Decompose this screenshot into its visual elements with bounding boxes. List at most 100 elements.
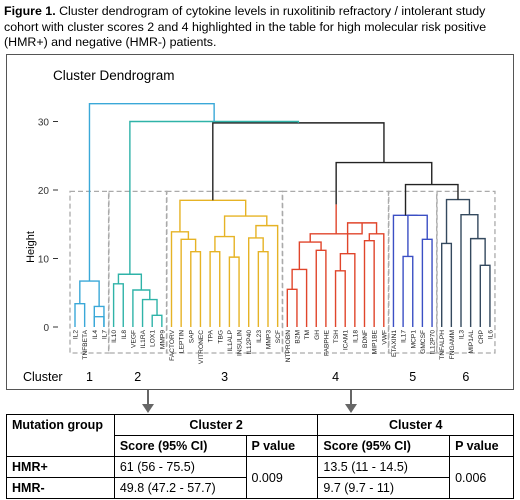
leaf-label: VITRONEC [198,330,205,364]
leaf-label: TNFBETA [82,329,89,359]
leaf-label: IL1RA [140,329,147,348]
dendrogram-link [180,238,197,327]
cluster-number: 1 [86,370,93,384]
dendrogram-link [117,273,143,291]
dendrogram-link [291,268,308,327]
leaf-label: IL17 [401,330,408,343]
arrows [142,390,357,413]
figure-label: Figure 1. [4,4,56,18]
leaf-label: GH [314,330,321,340]
caption-text: Cluster dendrogram of cytokine levels in… [4,4,487,49]
c4-score-header: Score (95% CI) [317,435,451,457]
leaf-label: FACTORV [169,329,176,361]
dendrogram-link [132,289,151,327]
leaf-label: IL23 [256,330,263,343]
cluster4-header: Cluster 4 [317,414,514,436]
leaf-label: IL6 [487,330,494,339]
dendrogram-link [445,198,471,244]
leaf-label: IL18 [352,330,359,343]
c4-score-hmr-pos: 13.5 (11 - 14.5) [317,456,451,478]
cluster-box-6 [436,190,496,354]
dendrogram-link [79,280,100,307]
dendrogram-link [257,250,269,327]
dendrogram-link [402,255,414,327]
leaf-label: VWF [381,330,388,345]
leaf-label: MCP1 [410,330,417,349]
leaf-label: MMP9 [159,330,166,349]
cluster-number: 4 [332,370,339,384]
c4-p-header: P value [449,435,514,457]
leaf-label: VEGF [130,330,137,348]
y-tick-label: 30 [38,118,50,129]
leaf-label: B2M [294,330,301,344]
cluster-number: 5 [409,370,416,384]
group-hmr-neg: HMR- [6,477,115,499]
cluster-box-3 [165,190,284,354]
dendrogram-link [190,250,202,327]
y-tick-label: 0 [43,323,49,334]
cluster-number: 2 [134,370,141,384]
y-axis-label: Height [25,231,37,263]
leaf-label: MIP1BE [372,329,379,354]
leaf-label: CRP [478,329,485,344]
leaf-label: TBG [217,330,224,344]
dendrogram-link [368,233,385,327]
dendrogram-link [255,224,279,327]
leaf-label: IL2 [73,330,80,339]
dendrogram-panel: Cluster Dendrogram Height 0 10 20 30 IL2 TNF… [6,54,514,407]
arrow-2-head [142,404,154,413]
dendrogram-link [298,241,322,270]
dendrogram-link [74,303,86,327]
c4-p-value: 0.006 [449,456,514,499]
leaf-label: BDNF [362,330,369,348]
leaf-label: MIP1AL [468,330,475,354]
dendrogram-link [228,256,240,327]
leaf-label: FNGAMM [449,330,456,359]
leaf-label: IL10 [111,330,118,343]
cluster-number: 6 [462,370,469,384]
dendrogram-link [93,316,105,327]
leaf-label: FABPHE [323,329,330,356]
leaf-label: TM [304,330,311,340]
leaf-label: TSH [333,330,340,343]
leaf-label: GMCSF [420,330,427,354]
c2-p-header: P value [245,435,319,457]
table-row: HMR+ 61 (56 - 75.5) 0.009 13.5 (11 - 14.… [6,456,514,499]
c2-p-value: 0.009 [245,456,319,499]
dendrogram-link [170,231,190,327]
cluster-box-2 [107,190,168,354]
leaf-label: IL8 [121,330,128,339]
leaf-label: IL3 [459,330,466,339]
leaf-label: ICAM1 [343,330,350,350]
dendrogram-link [214,235,235,258]
figure-caption: Figure 1. Cluster dendrogram of cytokine… [4,4,516,51]
dendrogram-link [335,161,433,205]
leaf-label: IL12P40 [246,330,253,355]
dendrogram-link [112,283,124,327]
dendrogram-title: Cluster Dendrogram [53,68,175,83]
y-tick-label: 10 [38,255,50,266]
dendrogram-link [407,214,428,257]
dendrogram-link [286,288,298,327]
dendrogram-link [460,213,479,327]
y-tick-label: 20 [38,186,50,197]
dendrogram-link [334,270,346,327]
mutation-group-header: Mutation group [6,414,115,436]
leaf-label: IL4 [92,330,99,339]
leaf-label: SCF [275,330,282,343]
dendrogram-link [479,264,491,327]
dendrogram-link [93,305,105,327]
leaf-label: ETAXIN1 [391,330,398,357]
dendrogram-link [151,314,163,327]
leaf-label: IL12P70 [430,330,437,355]
c4-score-hmr-neg: 9.7 (9.7 - 11) [317,477,451,499]
dendrogram-link [209,250,221,327]
dendrogram-chart: Cluster Dendrogram Height 0 10 20 30 IL2 TNF… [23,68,496,407]
blank-cell [6,435,115,457]
leaf-label: NTPROBN [285,330,292,362]
leaf-label: LEPTIN [179,330,186,353]
leaf-label: SAP [188,329,195,343]
arrow-4-head [345,404,357,413]
leaf-label: IL7 [101,330,108,339]
dendrogram-link [441,242,453,327]
